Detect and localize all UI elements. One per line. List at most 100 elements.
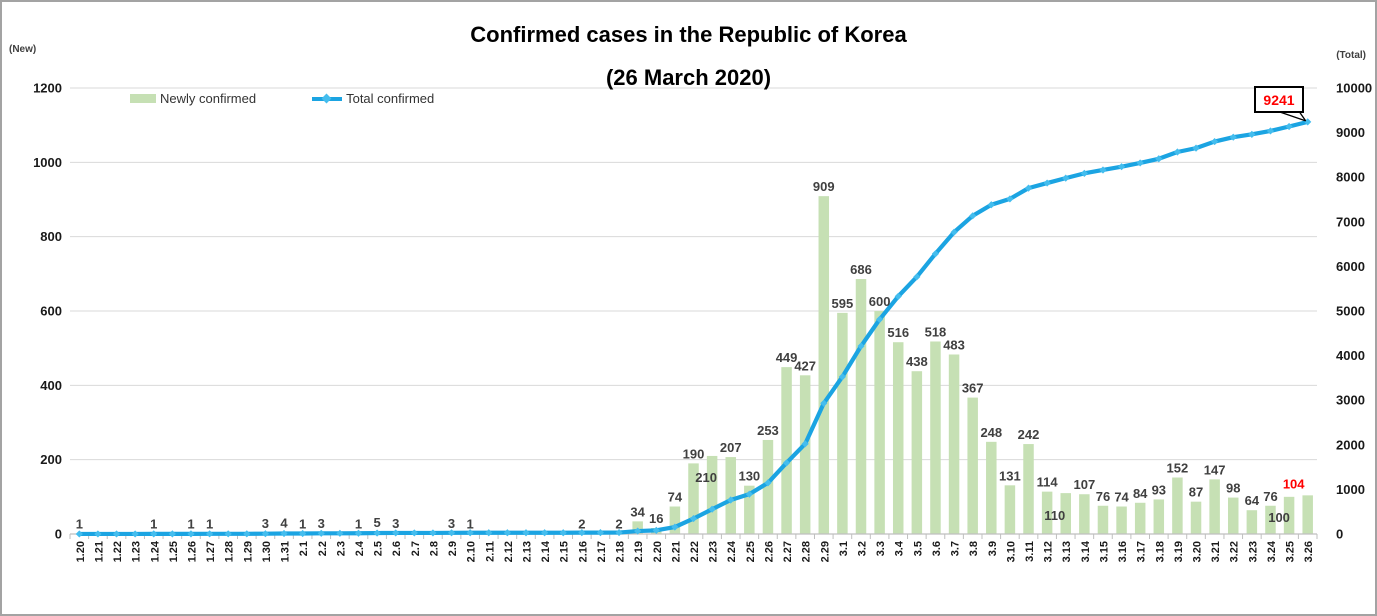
line-marker	[857, 342, 865, 350]
line-marker	[224, 530, 232, 538]
line-marker	[820, 399, 828, 407]
bar-label: 516	[887, 325, 909, 340]
line-marker	[503, 529, 511, 537]
bar-label: 2	[615, 516, 622, 531]
bar-label: 5	[373, 515, 380, 530]
bar-label: 3	[392, 516, 399, 531]
x-tick-label: 2.27	[782, 541, 794, 562]
x-tick-label: 2.12	[503, 541, 515, 562]
bar-label: 1	[187, 517, 194, 532]
bar	[1004, 485, 1016, 534]
line-marker	[894, 292, 902, 300]
line-marker	[1155, 155, 1163, 163]
line-marker	[94, 530, 102, 538]
bar-label: 367	[962, 381, 984, 396]
line-marker	[652, 526, 660, 534]
bar-label: 438	[906, 354, 928, 369]
bar	[986, 441, 997, 534]
line-marker	[615, 528, 623, 537]
bar-label: 98	[1226, 481, 1240, 496]
bar-label: 74	[1114, 489, 1129, 504]
line-marker	[1099, 166, 1107, 174]
bar-label: 107	[1073, 477, 1095, 492]
bar	[818, 196, 830, 534]
line-marker	[913, 273, 921, 281]
bar-label: 248	[980, 425, 1002, 440]
y-tick-label-left: 600	[40, 304, 62, 319]
line-marker	[466, 529, 474, 537]
x-tick-label: 2.6	[391, 541, 403, 556]
x-tick-label: 2.17	[596, 541, 608, 562]
bar-label: 76	[1096, 489, 1110, 504]
bar-label: 1	[467, 517, 474, 532]
y-tick-label-left: 200	[40, 452, 62, 467]
bar-label: 449	[776, 350, 798, 365]
bar	[967, 397, 978, 534]
x-tick-label: 2.11	[484, 541, 496, 562]
line-marker	[168, 530, 176, 538]
line-marker	[1006, 195, 1014, 203]
x-tick-label: 3.17	[1136, 541, 1148, 562]
line-marker	[708, 505, 716, 513]
bar	[1153, 499, 1165, 534]
bar	[762, 439, 774, 534]
bar	[1116, 506, 1127, 534]
bar	[781, 367, 792, 534]
line-marker	[671, 523, 679, 531]
legend-bar-label: Newly confirmed	[160, 91, 257, 106]
bar	[1209, 479, 1220, 534]
bar-label: 518	[925, 324, 947, 339]
bar	[855, 279, 867, 534]
bar	[725, 457, 736, 534]
x-tick-label: 3.10	[1005, 541, 1017, 562]
line-marker	[1285, 122, 1293, 131]
y-tick-label-right: 0	[1336, 527, 1343, 542]
line-marker	[373, 529, 381, 537]
x-tick-label: 2.15	[559, 541, 571, 562]
line-marker	[1062, 174, 1070, 182]
line-marker	[876, 315, 884, 323]
bar-label: 131	[999, 468, 1021, 483]
x-tick-label: 1.24	[149, 540, 161, 562]
bar	[799, 375, 811, 534]
line-marker	[280, 529, 288, 538]
x-tick-label: 1.23	[131, 541, 143, 562]
x-tick-label: 3.11	[1024, 541, 1036, 562]
x-tick-label: 3.4	[894, 540, 906, 556]
bar-label: 147	[1204, 462, 1226, 477]
line-marker	[187, 530, 195, 538]
bar-label: 595	[832, 296, 854, 311]
x-tick-label: 2.9	[447, 541, 459, 556]
bar-label: 74	[668, 489, 683, 504]
line-marker	[950, 228, 958, 236]
line-marker	[1024, 184, 1033, 192]
bar	[1265, 505, 1276, 534]
bar-label: 686	[850, 262, 872, 277]
y-tick-label-right: 3000	[1336, 393, 1365, 408]
x-tick-label: 1.22	[112, 541, 124, 562]
line-marker	[745, 490, 753, 498]
x-tick-label: 3.19	[1173, 541, 1185, 562]
bar-label: 104	[1283, 476, 1305, 491]
line-marker	[75, 530, 83, 538]
line-marker	[1248, 130, 1256, 138]
y-tick-label-right: 6000	[1336, 259, 1365, 274]
bar-label: 3	[262, 516, 269, 531]
bar-label: 427	[794, 358, 816, 373]
x-tick-label: 3.8	[968, 541, 980, 556]
legend: Newly confirmed Total confirmed	[130, 91, 434, 106]
bar-label: 64	[1245, 493, 1260, 508]
x-tick-label: 3.12	[1043, 541, 1055, 562]
line-marker	[429, 529, 437, 537]
bar	[688, 463, 699, 534]
bar	[1227, 497, 1239, 534]
bar	[1190, 501, 1202, 534]
x-tick-label: 3.16	[1117, 541, 1129, 562]
y-tick-label-left: 1000	[33, 155, 62, 170]
bar-label: 3	[448, 516, 455, 531]
bar-label: 210	[695, 470, 717, 485]
line-marker	[596, 529, 605, 537]
bar	[874, 311, 885, 534]
line-marker	[1136, 159, 1144, 167]
